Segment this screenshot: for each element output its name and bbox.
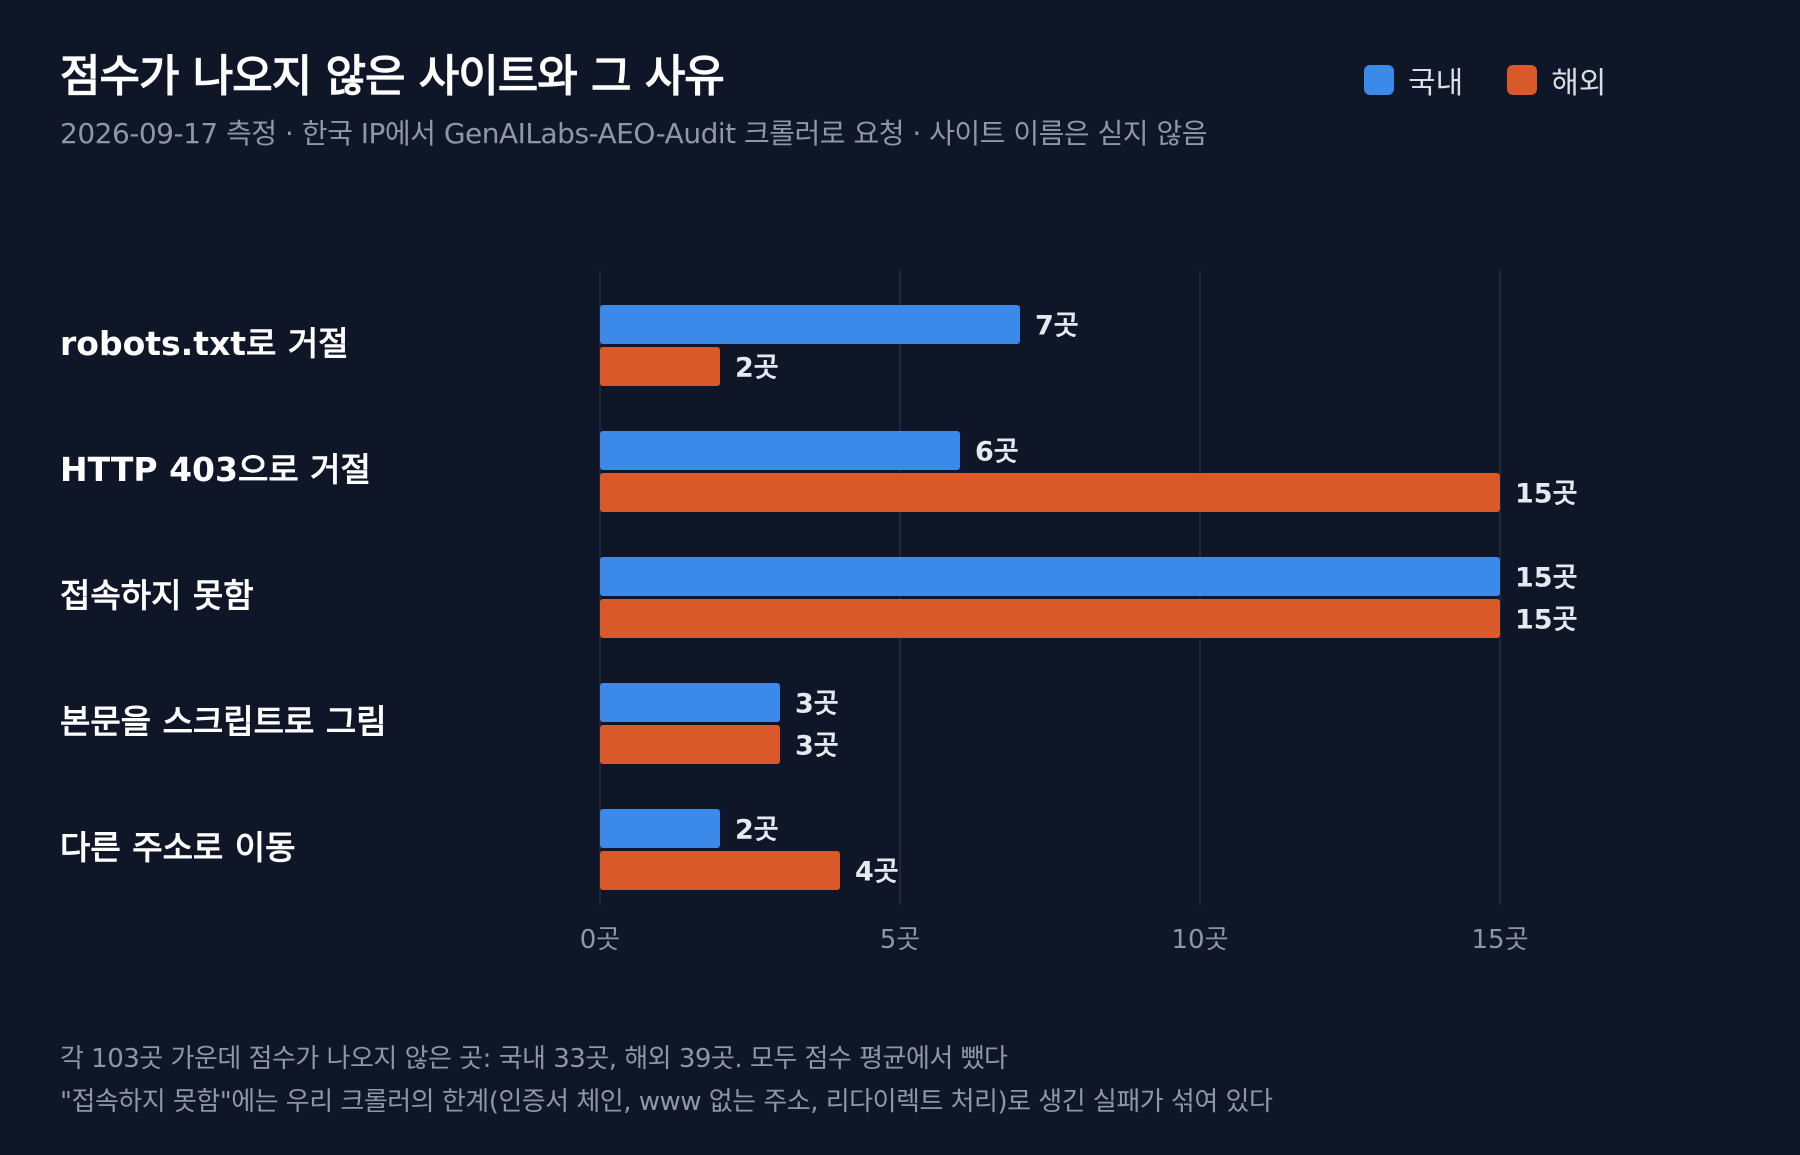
bar-overseas-3	[600, 725, 780, 764]
category-label-2: 접속하지 못함	[60, 576, 254, 615]
legend-swatch-overseas	[1507, 65, 1538, 95]
data-label-domestic-3: 3곳	[795, 689, 839, 720]
data-label-overseas-1: 15곳	[1515, 479, 1577, 510]
chart-subtitle: 2026-09-17 측정 · 한국 IP에서 GenAILabs-AEO-Au…	[60, 117, 1207, 150]
data-label-overseas-4: 4곳	[855, 857, 899, 888]
footnotes: 각 103곳 가운데 점수가 나오지 않은 곳: 국내 33곳, 해외 39곳.…	[60, 1038, 1273, 1124]
category-label-3: 본문을 스크립트로 그림	[60, 702, 387, 741]
chart-title: 점수가 나오지 않은 사이트와 그 사유	[60, 51, 725, 102]
bar-overseas-4	[600, 851, 840, 890]
data-label-overseas-3: 3곳	[795, 731, 839, 762]
footnote-1: 각 103곳 가운데 점수가 나오지 않은 곳: 국내 33곳, 해외 39곳.…	[60, 1044, 1008, 1074]
legend-swatch-domestic	[1364, 65, 1394, 95]
category-label-0: robots.txt로 거절	[60, 324, 349, 363]
bar-domestic-3	[600, 683, 780, 722]
category-label-4: 다른 주소로 이동	[60, 828, 296, 867]
footnote-2: "접속하지 못함"에는 우리 크롤러의 한계(인증서 체인, www 없는 주소…	[60, 1087, 1273, 1117]
legend-label-domestic: 국내	[1408, 66, 1464, 101]
bar-domestic-1	[600, 431, 960, 470]
data-label-domestic-2: 15곳	[1515, 563, 1577, 594]
bar-overseas-1	[600, 473, 1500, 512]
bar-overseas-2	[600, 599, 1500, 638]
bar-domestic-2	[600, 557, 1500, 596]
x-tick-label-15: 15곳	[1471, 925, 1528, 955]
data-label-domestic-4: 2곳	[735, 815, 779, 846]
bar-chart: 0곳 5곳 10곳 15곳 robots.txt로 거절 7곳 2곳 HTTP 403으로 거…	[60, 270, 1577, 955]
bar-domestic-0	[600, 305, 1020, 344]
legend-item-overseas: 해외	[1507, 58, 1606, 102]
data-label-overseas-2: 15곳	[1515, 605, 1577, 636]
data-label-domestic-0: 7곳	[1035, 311, 1079, 342]
data-label-domestic-1: 6곳	[975, 437, 1019, 468]
legend-item-domestic: 국내	[1364, 58, 1463, 102]
x-tick-label-0: 0곳	[580, 925, 620, 955]
bar-overseas-0	[600, 347, 720, 386]
bar-domestic-4	[600, 809, 720, 848]
legend-label-overseas: 해외	[1551, 66, 1607, 101]
x-tick-label-10: 10곳	[1171, 925, 1228, 955]
category-label-1: HTTP 403으로 거절	[60, 450, 371, 489]
legend: 국내 해외	[1364, 58, 1606, 102]
data-label-overseas-0: 2곳	[735, 353, 779, 384]
x-tick-label-5: 5곳	[880, 925, 920, 955]
